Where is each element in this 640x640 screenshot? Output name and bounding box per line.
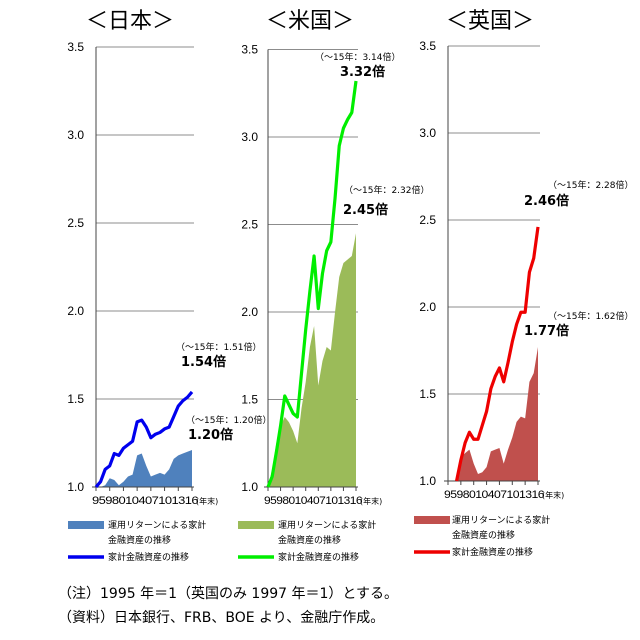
line-series-household-assets	[94, 390, 194, 489]
legend-label-area: 運用リターンによる家計	[278, 519, 376, 531]
note-1: （注）1995 年＝1（英国のみ 1997 年＝1）とする。	[58, 585, 398, 602]
x-tick-label: 98	[457, 489, 470, 501]
x-tick-label: 04	[482, 489, 495, 501]
x-tick-label: 13	[519, 489, 532, 501]
annotation-2016-ratio: 2.46倍	[524, 193, 569, 209]
panel-uk: ＜英国＞ 1.0 1.5 2.0 2.5 3.0 3.5 9598010407101316 (年…	[414, 9, 634, 558]
annotation-2015-ratio: （～15年：2.28倍）	[548, 179, 634, 191]
x-unit-label: (年末)	[542, 490, 564, 500]
y-tick-label: 2.0	[419, 300, 436, 314]
x-unit-label: (年末)	[196, 496, 218, 506]
x-tick-label: 98	[105, 495, 119, 507]
y-tick-label: 3.5	[419, 39, 436, 53]
note-2: （資料）日本銀行、FRB、BOE より、金融庁作成。	[58, 610, 384, 626]
legend-swatch-area	[68, 521, 104, 529]
x-tick-label: 95	[92, 495, 106, 507]
panel-japan: ＜日本＞ 1.0 1.5 2.0 2.5 3.0 3.5 95 98 01 04 07 10 13 16 (年…	[67, 9, 271, 563]
x-tick-label: 95	[264, 495, 277, 507]
y-tick-label: 1.5	[67, 392, 84, 406]
y-tick-label: 2.0	[67, 304, 84, 318]
x-tick-label: 07	[145, 495, 159, 507]
panel-title: ＜日本＞	[86, 9, 174, 34]
y-tick-label: 1.0	[241, 480, 258, 494]
y-tick-label: 2.0	[241, 305, 258, 319]
legend-label-line: 家計金融資産の推移	[452, 546, 533, 558]
x-tick-label: 10	[325, 495, 338, 507]
legend-swatch-area	[238, 521, 274, 529]
line-series-household-assets	[455, 226, 540, 482]
y-tick-label: 3.5	[67, 40, 84, 54]
legend-label-area-line2: 金融資産の推移	[108, 534, 171, 546]
x-tick-label: 01	[289, 495, 302, 507]
y-tick-label: 3.5	[241, 43, 258, 57]
legend-label-area-line2: 金融資産の推移	[452, 529, 515, 541]
y-tick-label: 2.5	[419, 213, 436, 227]
annotation-2016-ratio: 1.54倍	[181, 354, 226, 370]
y-tick-label: 2.5	[241, 218, 258, 232]
area-series-returns	[96, 450, 192, 487]
annotation-2016-ratio: 3.32倍	[340, 64, 385, 80]
x-tick-label: 98	[276, 495, 289, 507]
legend-label-area: 運用リターンによる家計	[108, 519, 206, 531]
annotation-2016-ratio: 2.45倍	[343, 202, 388, 218]
x-tick-label: 16	[185, 495, 199, 507]
annotation-2015-ratio: （～15年：1.51倍）	[176, 341, 262, 353]
x-tick-label: 01	[469, 489, 482, 501]
annotation-2015-ratio: （～15年：3.14倍）	[315, 51, 401, 63]
area-series-returns	[456, 347, 538, 481]
y-tick-label: 3.0	[67, 128, 84, 142]
x-tick-label: 10	[507, 489, 520, 501]
legend-label-line: 家計金融資産の推移	[108, 551, 189, 563]
line-series-household-assets	[266, 80, 358, 488]
x-tick-labels: 9598010407101316	[444, 489, 544, 501]
y-tick-label: 1.5	[419, 387, 436, 401]
x-tick-label: 95	[444, 489, 457, 501]
y-tick-label: 1.0	[67, 480, 84, 494]
y-tick-label: 1.0	[419, 474, 436, 488]
y-tick-label: 1.5	[241, 393, 258, 407]
panel-us: ＜米国＞ 1.0 1.5 2.0 2.5 3.0 3.5 9598010407101316 (年…	[238, 9, 430, 563]
area-series-returns	[268, 233, 356, 487]
x-tick-label: 07	[494, 489, 507, 501]
legend-label-area-line2: 金融資産の推移	[278, 534, 341, 546]
panel-title: ＜米国＞	[266, 9, 354, 34]
y-tick-label: 3.0	[241, 130, 258, 144]
y-tick-label: 2.5	[67, 216, 84, 230]
x-tick-label: 16	[532, 489, 545, 501]
annotation-2016-ratio: 1.20倍	[188, 427, 233, 443]
legend-swatch-area	[414, 516, 450, 524]
x-tick-label: 04	[301, 495, 314, 507]
x-tick-labels: 9598010407101316	[264, 495, 362, 507]
x-tick-label: 13	[338, 495, 351, 507]
x-unit-label: (年末)	[360, 496, 382, 506]
x-tick-label: 01	[119, 495, 133, 507]
x-tick-label: 10	[158, 495, 172, 507]
annotation-2015-ratio: （～15年：1.20倍）	[186, 414, 272, 426]
x-tick-label: 07	[313, 495, 326, 507]
annotation-2015-ratio: （～15年：2.32倍）	[344, 184, 430, 196]
annotation-2015-ratio: （～15年：1.62倍）	[548, 310, 634, 322]
legend-label-area: 運用リターンによる家計	[452, 514, 550, 526]
annotation-2016-ratio: 1.77倍	[524, 323, 569, 339]
x-tick-label: 13	[172, 495, 186, 507]
x-tick-label: 16	[350, 495, 363, 507]
legend-label-line: 家計金融資産の推移	[278, 551, 359, 563]
y-tick-label: 3.0	[419, 126, 436, 140]
panel-title: ＜英国＞	[446, 9, 534, 34]
x-tick-label: 04	[132, 495, 146, 507]
